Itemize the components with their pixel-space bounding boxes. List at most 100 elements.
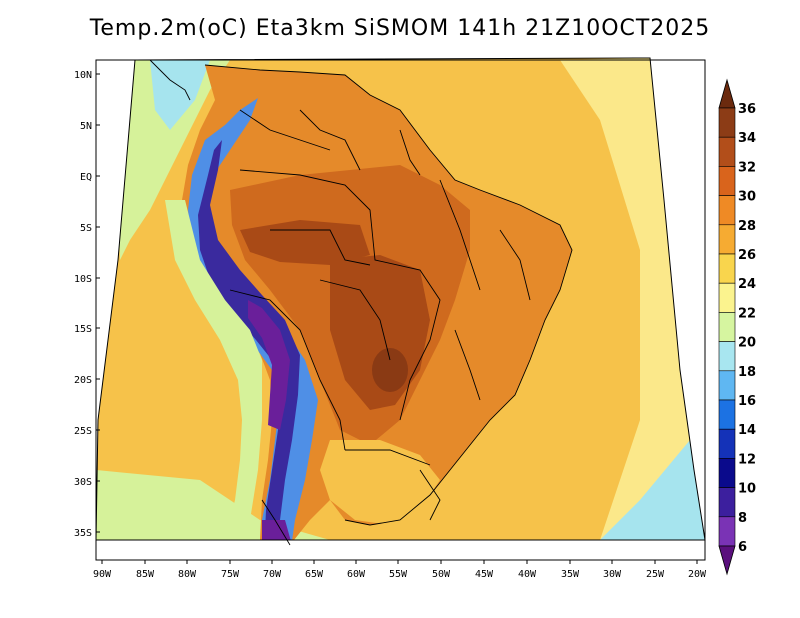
far-sea-east bbox=[560, 58, 705, 540]
lon-label: 70W bbox=[263, 569, 282, 580]
lat-tick-5s: 5S bbox=[80, 223, 100, 234]
patagonia-cold bbox=[262, 520, 292, 540]
lon-label: 25W bbox=[646, 569, 665, 580]
pacific-cyan-band bbox=[150, 60, 210, 130]
colorbar-label: 12 bbox=[738, 452, 756, 467]
lon-label: 20W bbox=[688, 569, 707, 580]
colorbar-label: 26 bbox=[738, 248, 756, 263]
lon-tick-45w: 45W bbox=[475, 560, 494, 580]
lon-tick-75w: 75W bbox=[221, 560, 240, 580]
latitude-axis: 10N 5N EQ 5S 10S 15S 20S 25S 30S 35S bbox=[74, 70, 100, 539]
colorbar-swatch bbox=[718, 428, 736, 459]
north-hot-core bbox=[240, 220, 370, 265]
colorbar-label: 16 bbox=[738, 394, 756, 409]
hottest-spot bbox=[372, 348, 408, 392]
colorbar-swatch bbox=[718, 370, 736, 401]
colorbar-swatch bbox=[718, 282, 736, 313]
southern-plains bbox=[320, 440, 440, 525]
colorbar-swatch bbox=[718, 253, 736, 284]
andes-ice-band bbox=[248, 300, 290, 430]
lon-tick-60w: 60W bbox=[347, 560, 366, 580]
lon-tick-80w: 80W bbox=[178, 560, 197, 580]
colorbar-swatch bbox=[718, 399, 736, 430]
lat-label: 35S bbox=[74, 528, 92, 539]
lat-tick-25s: 25S bbox=[74, 426, 100, 437]
lon-label: 55W bbox=[389, 569, 408, 580]
lat-label: EQ bbox=[80, 172, 92, 183]
map-title: Temp.2m(oC) Eta3km SiSMOM 141h 21Z10OCT2… bbox=[89, 16, 711, 41]
lat-tick-10s: 10S bbox=[74, 274, 100, 285]
lat-label: 10S bbox=[74, 274, 92, 285]
lat-tick-10n: 10N bbox=[74, 70, 100, 81]
colorbar-swatch bbox=[718, 487, 736, 518]
colorbar-swatch bbox=[718, 136, 736, 167]
map-domain-outline bbox=[95, 57, 706, 541]
colorbar-label: 24 bbox=[738, 277, 756, 292]
colorbar-swatch bbox=[718, 341, 736, 372]
lat-label: 20S bbox=[74, 375, 92, 386]
colorbar-label: 34 bbox=[738, 131, 756, 146]
lon-label: 50W bbox=[432, 569, 451, 580]
pacific-coast-cool bbox=[165, 200, 262, 540]
colorbar-label: 6 bbox=[738, 540, 747, 555]
lon-label: 35W bbox=[561, 569, 580, 580]
lon-tick-40w: 40W bbox=[518, 560, 537, 580]
lon-tick-55w: 55W bbox=[389, 560, 408, 580]
lat-label: 5N bbox=[80, 121, 92, 132]
colorbar-swatch bbox=[718, 166, 736, 196]
lon-tick-25w: 25W bbox=[646, 560, 665, 580]
colorbar-label: 36 bbox=[738, 102, 756, 117]
colorbar-label: 20 bbox=[738, 336, 756, 351]
lat-label: 5S bbox=[80, 223, 92, 234]
lon-tick-20w: 20W bbox=[688, 560, 707, 580]
lon-label: 65W bbox=[305, 569, 324, 580]
pacific-green-band bbox=[118, 60, 230, 260]
cool-sea-south bbox=[96, 470, 330, 540]
lat-tick-35s: 35S bbox=[74, 528, 100, 539]
lat-label: 15S bbox=[74, 324, 92, 335]
colorbar-swatch bbox=[718, 107, 736, 138]
lon-label: 45W bbox=[475, 569, 494, 580]
lon-tick-90w: 90W bbox=[93, 560, 112, 580]
colorbar: 36 34 32 30 28 26 24 22 20 18 16 14 12 10 8 6 bbox=[718, 78, 756, 576]
lat-label: 25S bbox=[74, 426, 92, 437]
colorbar-label: 18 bbox=[738, 365, 756, 380]
lon-tick-35w: 35W bbox=[561, 560, 580, 580]
lon-label: 90W bbox=[93, 569, 112, 580]
map-axes-frame bbox=[95, 59, 706, 561]
colorbar-swatch bbox=[718, 516, 736, 547]
lat-tick-eq: EQ bbox=[80, 172, 100, 183]
cool-sea-southeast bbox=[600, 440, 705, 540]
colorbar-label: 10 bbox=[738, 482, 756, 497]
colorbar-label: 14 bbox=[738, 423, 756, 438]
colorbar-max-arrow bbox=[718, 78, 736, 109]
lon-label: 85W bbox=[136, 569, 155, 580]
colorbar-label: 8 bbox=[738, 511, 747, 526]
colorbar-label: 22 bbox=[738, 306, 756, 321]
colorbar-swatch bbox=[718, 312, 736, 342]
colorbar-swatch bbox=[718, 195, 736, 226]
lon-tick-85w: 85W bbox=[136, 560, 155, 580]
lat-tick-20s: 20S bbox=[74, 375, 100, 386]
lat-label: 10N bbox=[74, 70, 92, 81]
lon-tick-30w: 30W bbox=[603, 560, 622, 580]
lat-label: 30S bbox=[74, 477, 92, 488]
colorbar-label: 28 bbox=[738, 219, 756, 234]
colorbar-label: 32 bbox=[738, 160, 756, 175]
lon-label: 75W bbox=[221, 569, 240, 580]
lon-label: 80W bbox=[178, 569, 197, 580]
colorbar-swatch bbox=[718, 458, 736, 488]
country-borders bbox=[149, 59, 573, 546]
lon-tick-65w: 65W bbox=[305, 560, 324, 580]
colorbar-swatch bbox=[718, 224, 736, 255]
longitude-axis: 90W 85W 80W 75W 70W 65W 60W 55W 50W 45W … bbox=[93, 560, 707, 580]
lat-tick-30s: 30S bbox=[74, 477, 100, 488]
lon-tick-50w: 50W bbox=[432, 560, 451, 580]
lon-label: 60W bbox=[347, 569, 366, 580]
lat-tick-5n: 5N bbox=[80, 121, 100, 132]
lon-tick-70w: 70W bbox=[263, 560, 282, 580]
lon-label: 30W bbox=[603, 569, 622, 580]
colorbar-label: 30 bbox=[738, 190, 756, 205]
lon-label: 40W bbox=[518, 569, 537, 580]
